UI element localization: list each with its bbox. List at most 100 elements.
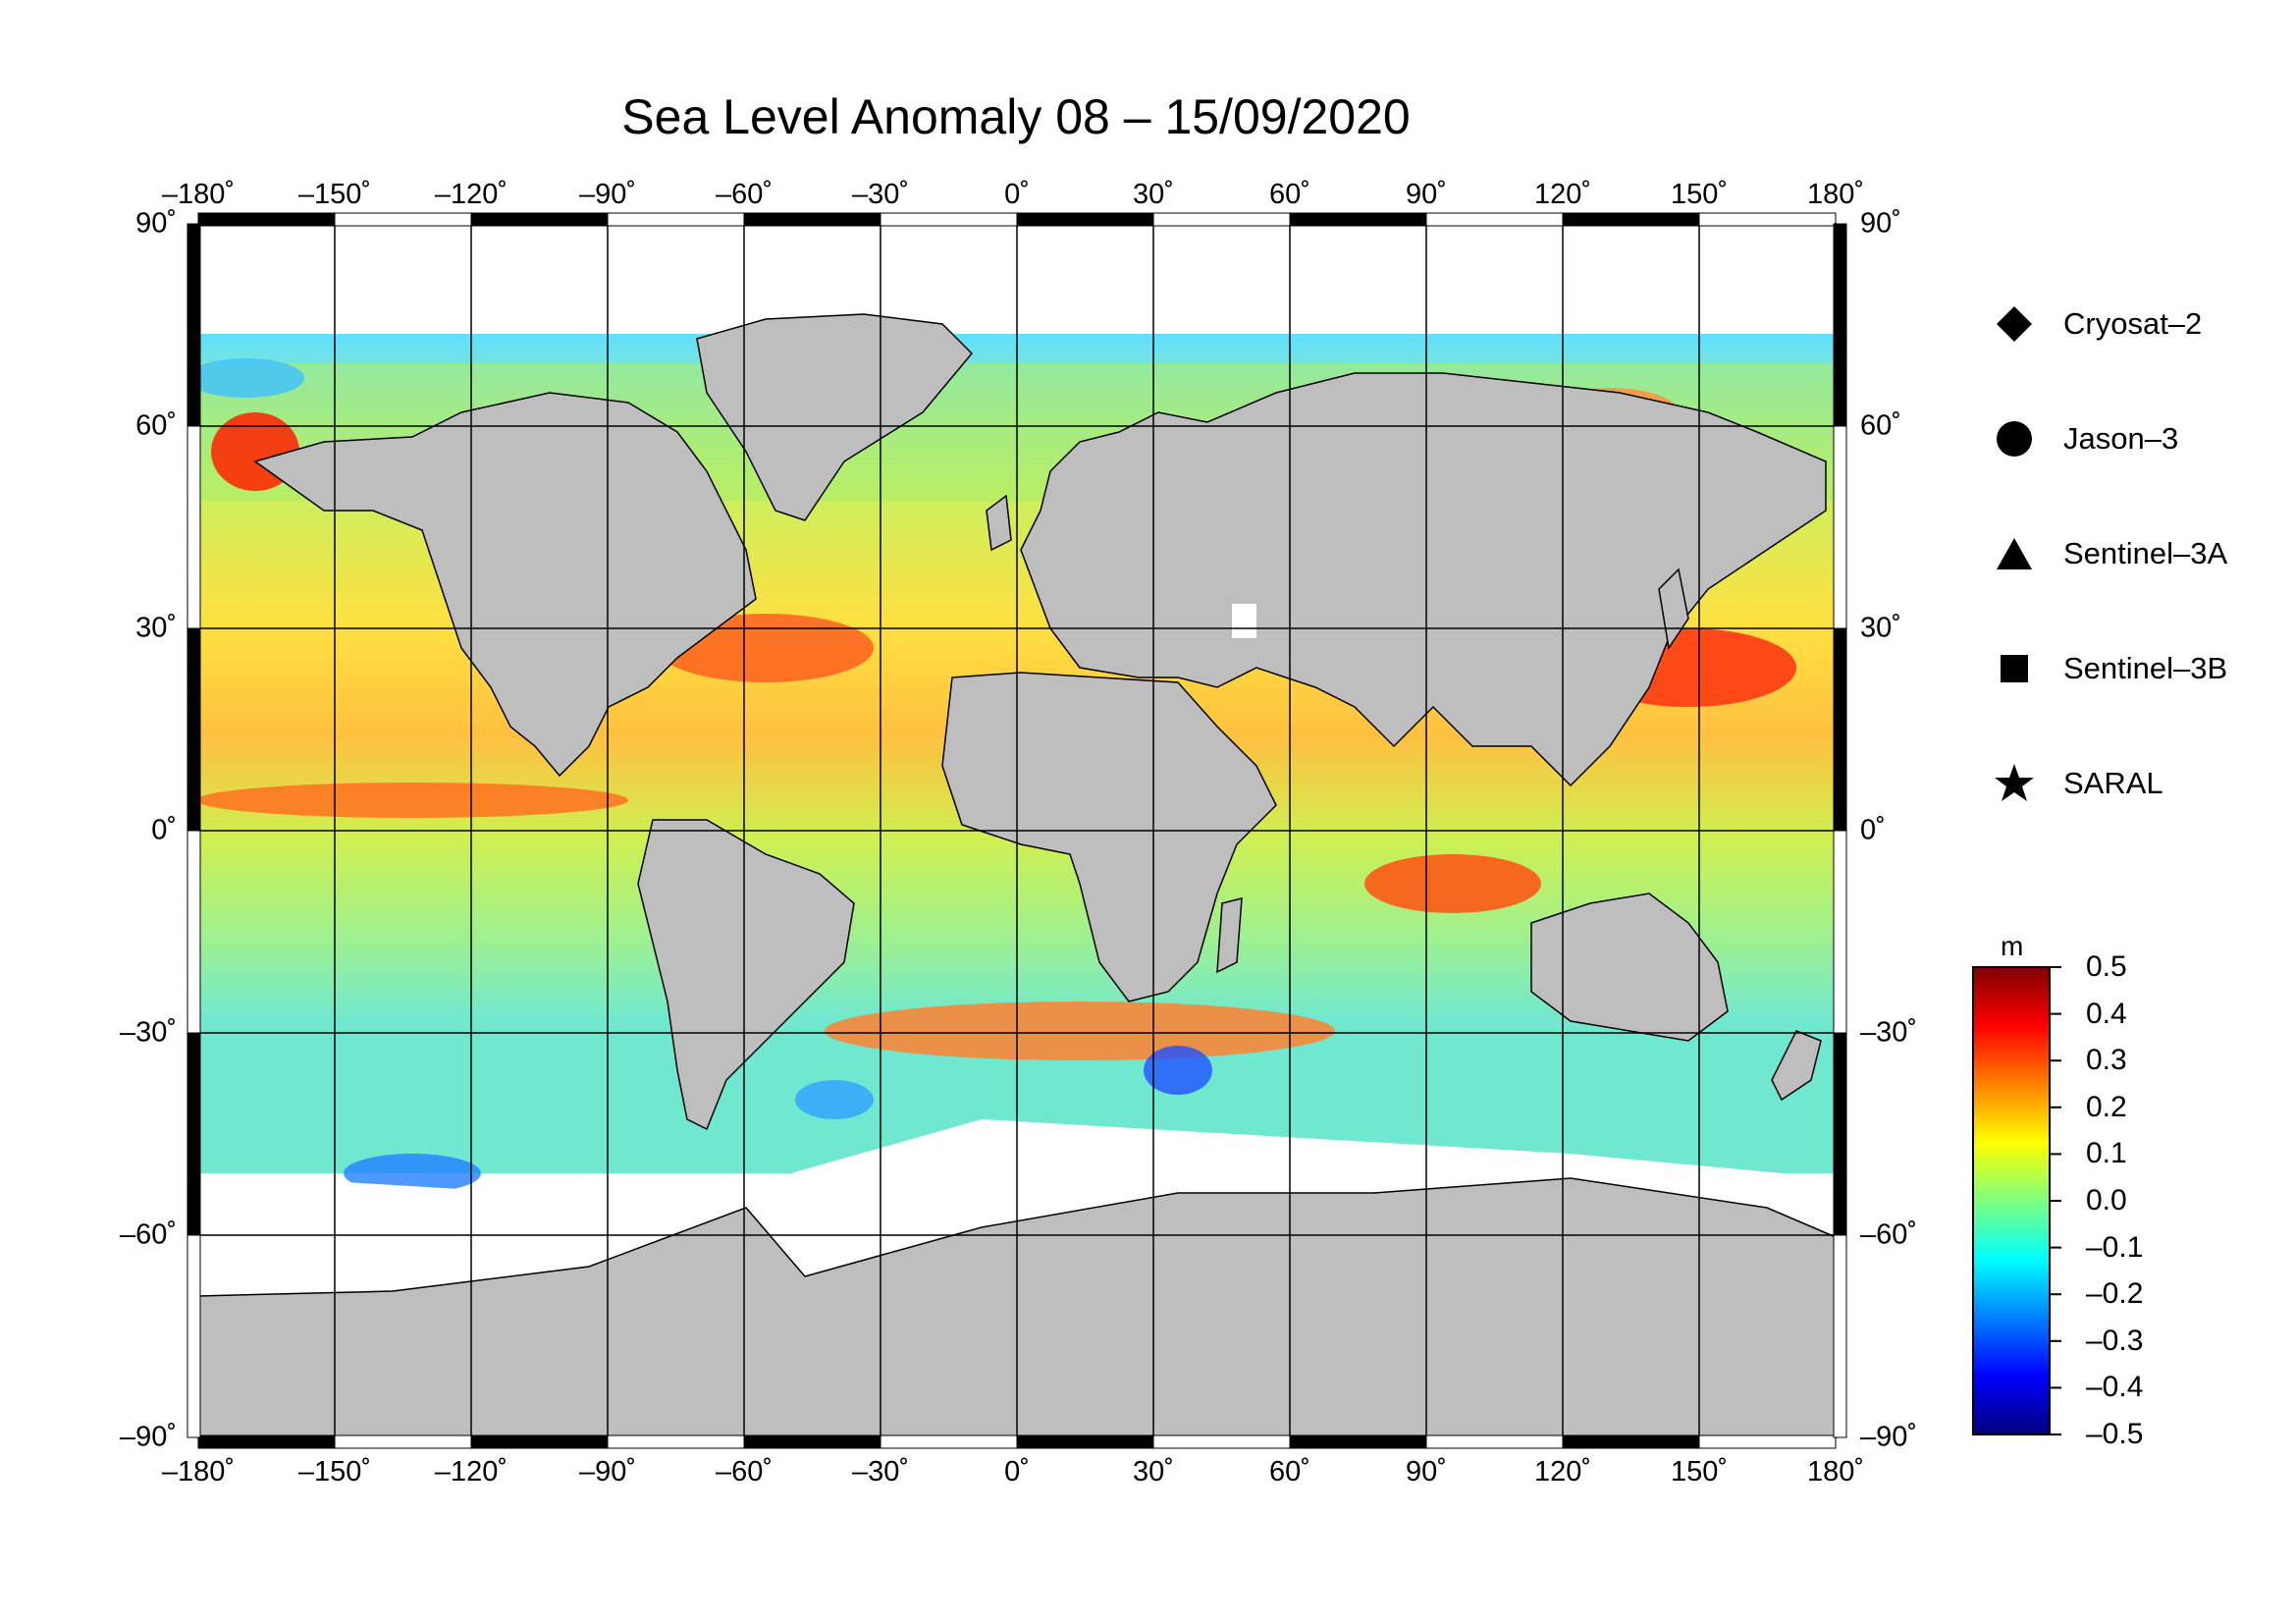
frame-bar-segment — [334, 1434, 472, 1449]
south-america — [637, 819, 855, 1131]
lon-tick-label-top: 120˚ — [1533, 179, 1592, 210]
frame-bar-segment — [1698, 212, 1837, 227]
lon-tick-label-bottom: 120˚ — [1533, 1456, 1592, 1488]
frame-bar-segment — [187, 1234, 201, 1438]
legend-item-triangle: Sentinel–3A — [1993, 524, 2227, 583]
lat-tick-label-left: –90˚ — [119, 1421, 177, 1453]
lon-tick-label-bottom: 90˚ — [1406, 1456, 1447, 1488]
lat-tick-label-right: 0˚ — [1860, 814, 1886, 846]
madagascar — [1216, 897, 1243, 974]
frame-bar-segment — [1562, 212, 1700, 227]
frame-bar-segment — [1425, 1434, 1564, 1449]
colorbar-tick-label: –0.1 — [2086, 1230, 2144, 1264]
lat-tick-label-left: –30˚ — [119, 1016, 177, 1049]
lon-tick-label-bottom: –120˚ — [434, 1456, 508, 1488]
lon-tick-label-bottom: –150˚ — [297, 1456, 372, 1488]
north-america — [253, 392, 757, 778]
colorbar-tick-label: –0.2 — [2086, 1277, 2144, 1311]
frame-bar-segment — [743, 212, 881, 227]
lat-tick-label-right: 90˚ — [1860, 207, 1901, 240]
diamond-icon — [1993, 302, 2036, 346]
frame-bar-segment — [1833, 830, 1847, 1034]
legend-label: Cryosat–2 — [2063, 306, 2203, 341]
colorbar-tick-label: 0.3 — [2086, 1044, 2127, 1077]
frame-bar-segment — [1152, 1434, 1291, 1449]
colorbar-tick-label: –0.3 — [2086, 1324, 2144, 1357]
frame-bar-segment — [880, 212, 1018, 227]
lat-tick-label-right: 30˚ — [1860, 612, 1901, 644]
legend-item-star: SARAL — [1993, 754, 2163, 813]
lon-tick-label-top: 150˚ — [1670, 179, 1729, 210]
lon-tick-label-bottom: –60˚ — [715, 1456, 774, 1488]
frame-bar-segment — [187, 627, 201, 832]
frame-bar-segment — [743, 1434, 881, 1449]
colorbar-tick-label: –0.5 — [2086, 1418, 2144, 1450]
legend-label: SARAL — [2063, 766, 2163, 800]
lon-tick-label-bottom: 0˚ — [1004, 1456, 1030, 1488]
lon-tick-label-top: –60˚ — [715, 179, 774, 210]
legend-item-square: Sentinel–3B — [1993, 639, 2227, 698]
frame-bar-segment — [1833, 1234, 1847, 1438]
lat-tick-label-left: 90˚ — [135, 207, 177, 240]
uk — [986, 494, 1012, 552]
lon-tick-label-bottom: 60˚ — [1269, 1456, 1310, 1488]
frame-bar-segment — [334, 212, 472, 227]
frame-bar-segment — [1289, 1434, 1427, 1449]
lon-tick-label-top: 30˚ — [1133, 179, 1174, 210]
greenland — [696, 313, 974, 521]
legend-item-circle: Jason–3 — [1993, 409, 2178, 468]
africa — [941, 672, 1277, 1002]
frame-bar-segment — [197, 1434, 336, 1449]
lat-tick-label-right: –60˚ — [1860, 1218, 1918, 1251]
frame-bar-segment — [1425, 212, 1564, 227]
frame-bar-segment — [1698, 1434, 1837, 1449]
lon-tick-label-top: 180˚ — [1806, 179, 1865, 210]
negative-anomalies — [198, 358, 1212, 1193]
frame-bar-segment — [1833, 1032, 1847, 1236]
lon-tick-label-top: 60˚ — [1269, 179, 1310, 210]
frame-bar-segment — [1289, 212, 1427, 227]
frame-bar-segment — [1833, 425, 1847, 629]
colorbar-tick-label: 0.1 — [2086, 1137, 2127, 1170]
colorbar-tick-label: –0.4 — [2086, 1371, 2144, 1404]
frame-bar-segment — [470, 212, 609, 227]
lon-tick-label-bottom: –90˚ — [578, 1456, 637, 1488]
map-title: Sea Level Anomaly 08 – 15/09/2020 — [621, 89, 1411, 144]
lon-tick-label-top: –180˚ — [161, 179, 236, 210]
new-zealand — [1771, 1030, 1822, 1102]
lat-tick-label-right: 60˚ — [1860, 409, 1901, 442]
lon-tick-label-top: –150˚ — [297, 179, 372, 210]
legend-label: Jason–3 — [2063, 421, 2179, 456]
lon-tick-label-top: –90˚ — [578, 179, 637, 210]
frame-bar-segment — [1016, 212, 1154, 227]
frame-bar-segment — [607, 1434, 745, 1449]
lat-tick-label-left: 0˚ — [151, 814, 177, 846]
lon-tick-label-bottom: –180˚ — [161, 1456, 236, 1488]
lon-tick-label-top: 90˚ — [1406, 179, 1447, 210]
triangle-icon — [1993, 532, 2036, 575]
colorbar — [1972, 966, 2051, 1435]
lon-tick-label-bottom: 180˚ — [1806, 1456, 1865, 1488]
frame-bar-segment — [1562, 1434, 1700, 1449]
colorbar-tick-label: 0.5 — [2086, 950, 2127, 983]
lat-tick-label-left: –60˚ — [119, 1218, 177, 1251]
colorbar-ticks — [2050, 966, 2061, 1435]
frame-bar-segment — [1833, 627, 1847, 832]
frame-bar-segment — [1016, 1434, 1154, 1449]
circle-icon — [1993, 417, 2036, 460]
legend-label: Sentinel–3B — [2063, 651, 2228, 685]
colorbar-tick-label: 0.0 — [2086, 1184, 2127, 1217]
colorbar-tick-label: 0.4 — [2086, 997, 2127, 1030]
frame-bar-segment — [1833, 223, 1847, 427]
lat-tick-label-left: 30˚ — [135, 612, 177, 644]
frame-bar-segment — [187, 1032, 201, 1236]
legend-item-diamond: Cryosat–2 — [1993, 295, 2202, 353]
frame-bar-segment — [1152, 212, 1291, 227]
lat-tick-label-right: –90˚ — [1860, 1421, 1918, 1453]
lon-tick-label-bottom: 30˚ — [1133, 1456, 1174, 1488]
colorbar-unit: m — [2001, 931, 2024, 961]
colorbar-tick-label: 0.2 — [2086, 1090, 2127, 1123]
lon-tick-label-bottom: 150˚ — [1670, 1456, 1729, 1488]
frame-bar-segment — [187, 425, 201, 629]
square-icon — [1993, 647, 2036, 690]
